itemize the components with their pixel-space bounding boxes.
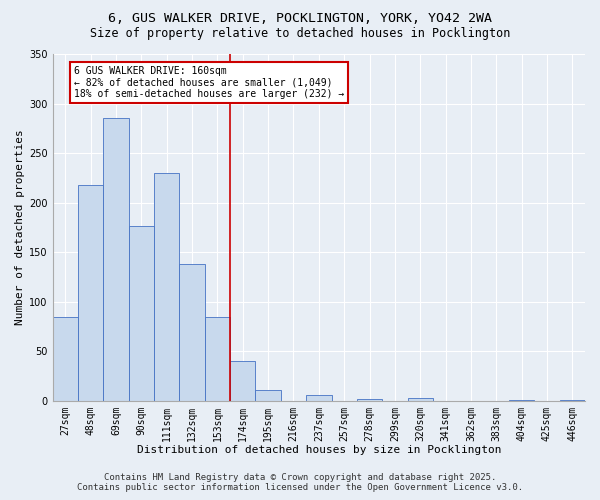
Text: Contains HM Land Registry data © Crown copyright and database right 2025.
Contai: Contains HM Land Registry data © Crown c… <box>77 473 523 492</box>
Text: 6, GUS WALKER DRIVE, POCKLINGTON, YORK, YO42 2WA: 6, GUS WALKER DRIVE, POCKLINGTON, YORK, … <box>108 12 492 26</box>
Y-axis label: Number of detached properties: Number of detached properties <box>15 130 25 325</box>
Bar <box>256 390 281 400</box>
Bar <box>230 361 256 401</box>
Text: 6 GUS WALKER DRIVE: 160sqm
← 82% of detached houses are smaller (1,049)
18% of s: 6 GUS WALKER DRIVE: 160sqm ← 82% of deta… <box>74 66 344 99</box>
Text: Size of property relative to detached houses in Pocklington: Size of property relative to detached ho… <box>90 28 510 40</box>
Bar <box>179 264 205 400</box>
Bar <box>78 185 103 400</box>
X-axis label: Distribution of detached houses by size in Pocklington: Distribution of detached houses by size … <box>137 445 501 455</box>
Bar <box>357 398 382 400</box>
Bar <box>407 398 433 400</box>
Bar <box>154 173 179 400</box>
Bar <box>103 118 129 400</box>
Bar <box>129 226 154 400</box>
Bar <box>306 395 332 400</box>
Bar <box>53 316 78 400</box>
Bar <box>205 316 230 400</box>
